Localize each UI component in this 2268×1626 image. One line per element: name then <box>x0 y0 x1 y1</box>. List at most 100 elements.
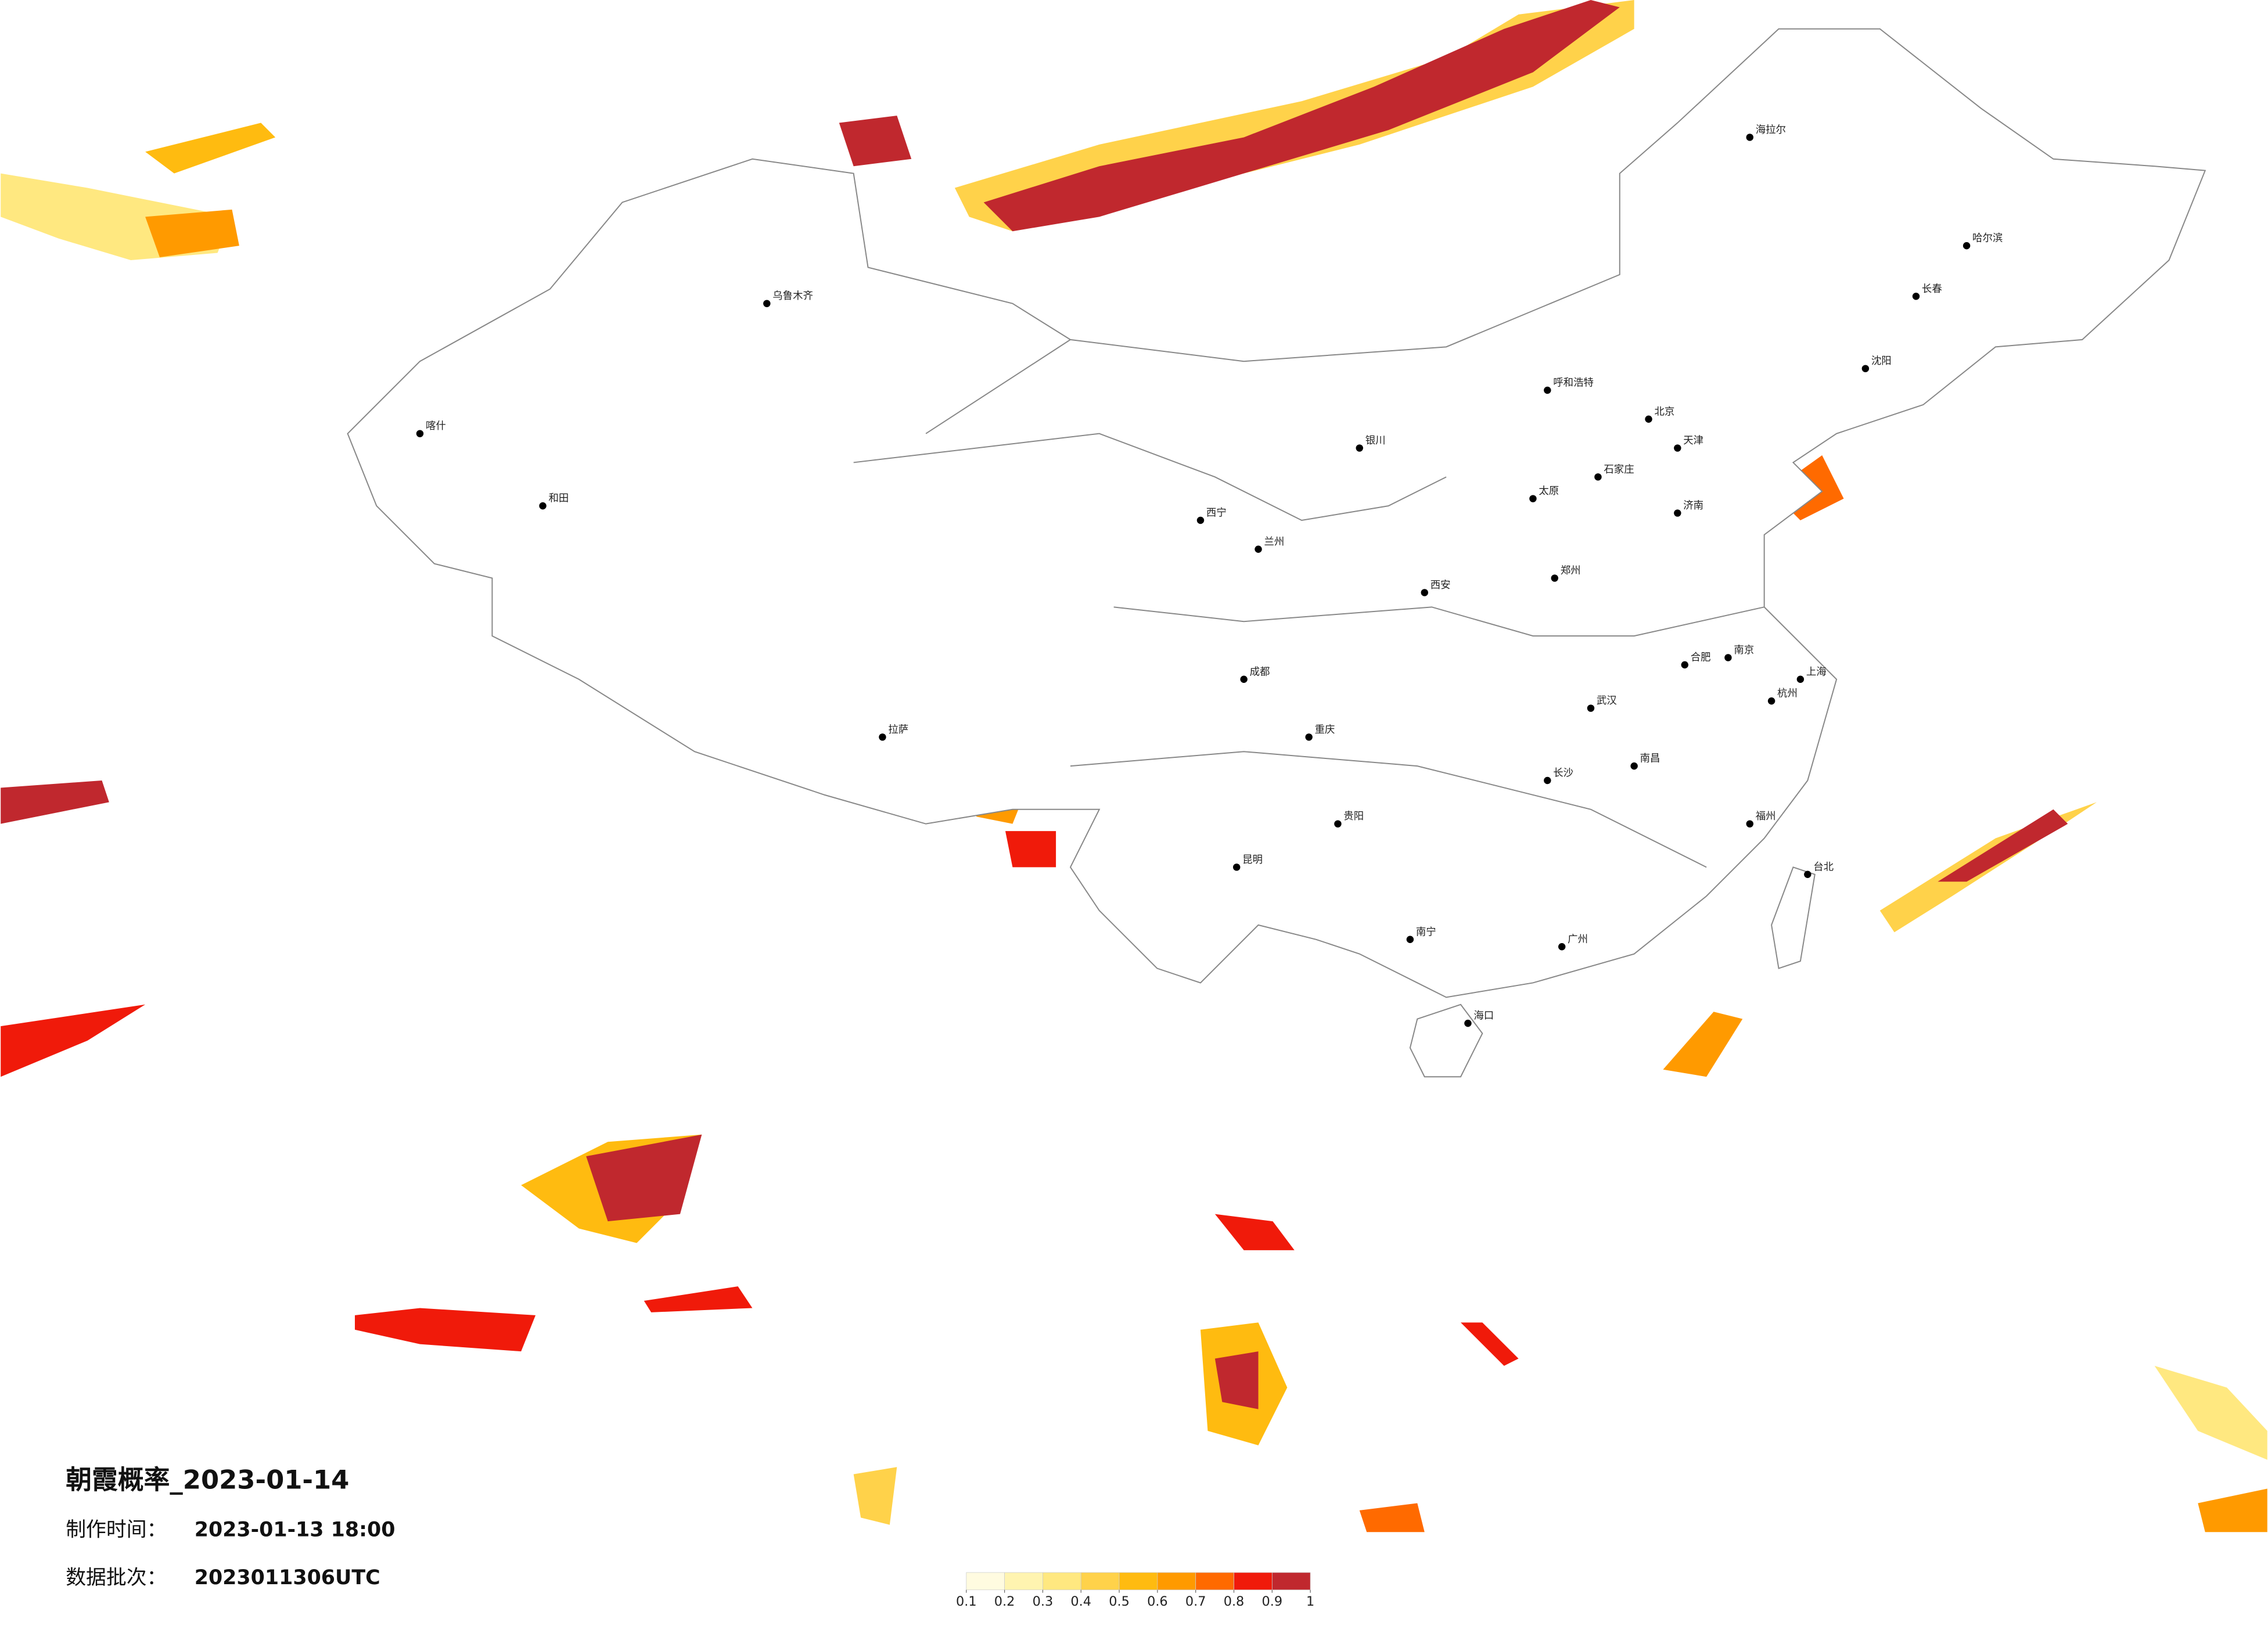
city-dot <box>1724 654 1732 661</box>
city-label: 海口 <box>1473 1010 1494 1022</box>
border <box>347 28 2206 998</box>
colorbar-tick-label: 0.2 <box>994 1594 1015 1609</box>
city-label: 拉萨 <box>888 724 908 736</box>
city-dot <box>1594 473 1602 481</box>
colorbar-tick-label: 0.9 <box>1262 1594 1283 1609</box>
city-dot <box>1421 589 1428 596</box>
city-label: 海拉尔 <box>1756 124 1786 136</box>
city-dot <box>1464 1019 1472 1027</box>
colorbar-tick-label: 0.3 <box>1033 1594 1054 1609</box>
colorbar-swatch <box>1157 1572 1196 1591</box>
colorbar-swatch <box>1195 1572 1234 1591</box>
city-dot <box>1963 242 1971 250</box>
city-label: 重庆 <box>1315 724 1335 736</box>
city-label: 郑州 <box>1561 565 1581 577</box>
city-dot <box>1746 134 1753 141</box>
field <box>145 209 239 258</box>
colorbar-tick-label: 0.6 <box>1147 1594 1168 1609</box>
city-label: 上海 <box>1806 666 1827 678</box>
city-label: 石家庄 <box>1604 464 1634 476</box>
city-label: 福州 <box>1756 811 1776 822</box>
city-label: 天津 <box>1683 435 1703 447</box>
city-dot <box>1356 444 1363 452</box>
made-label: 制作时间： <box>66 1519 167 1542</box>
hainan <box>1409 1003 1483 1078</box>
city-dot <box>1240 675 1248 683</box>
city-label: 台北 <box>1813 861 1834 873</box>
city-dot <box>1912 293 1920 300</box>
city-label: 喀什 <box>426 420 446 432</box>
city-dot <box>1645 415 1652 423</box>
city-dot <box>1674 509 1681 517</box>
china-outline <box>347 28 2206 1078</box>
city-label: 南京 <box>1734 645 1754 656</box>
field <box>145 123 276 174</box>
city-dot <box>1558 943 1566 951</box>
city-dot <box>1406 936 1414 943</box>
city-dot <box>879 733 886 741</box>
city-label: 银川 <box>1365 435 1386 447</box>
city-label: 兰州 <box>1264 536 1285 548</box>
field <box>1460 1322 1519 1366</box>
city-label: 太原 <box>1539 485 1559 497</box>
city-dot <box>1551 574 1558 582</box>
field <box>853 1467 897 1525</box>
city-label: 长春 <box>1922 283 1942 295</box>
city-label: 南宁 <box>1416 926 1436 938</box>
city-label: 杭州 <box>1777 688 1798 700</box>
city-dot <box>1746 820 1753 828</box>
field <box>354 1308 536 1352</box>
field <box>983 0 1620 232</box>
city-label: 西宁 <box>1206 508 1227 519</box>
city-label: 广州 <box>1568 934 1588 945</box>
field <box>644 1286 753 1312</box>
city-dot <box>1767 697 1775 705</box>
field <box>1 780 109 824</box>
batch-label: 数据批次： <box>66 1566 167 1589</box>
made-time: 2023-01-13 18:00 <box>195 1519 396 1542</box>
city-label: 长沙 <box>1553 768 1573 779</box>
city-label: 贵阳 <box>1343 811 1364 822</box>
colorbar: 0.1 0.2 0.3 0.4 0.5 0.6 0.7 0.8 0.9 1 <box>956 1572 1314 1609</box>
field <box>586 1134 702 1222</box>
city-label: 北京 <box>1655 406 1675 418</box>
city-dot <box>1544 776 1551 785</box>
city-label: 乌鲁木齐 <box>772 290 813 302</box>
city-label: 西安 <box>1430 580 1451 591</box>
colorbar-tick-label: 1 <box>1306 1594 1314 1609</box>
city-label: 沈阳 <box>1871 355 1892 367</box>
field <box>1 1004 146 1077</box>
colorbar-swatch <box>966 1572 1005 1591</box>
field <box>1938 809 2068 882</box>
colorbar-swatch <box>1043 1572 1081 1591</box>
city-dot <box>1674 444 1681 452</box>
field <box>2198 1488 2267 1533</box>
field <box>1214 1214 1295 1250</box>
map-title: 朝霞概率_2023-01-14 <box>66 1465 349 1495</box>
city-dot <box>1804 870 1811 878</box>
city-dot <box>1196 516 1205 524</box>
colorbar-tick-label: 0.4 <box>1070 1594 1091 1609</box>
colorbar-swatch <box>1271 1572 1311 1591</box>
city-dot <box>1681 661 1688 669</box>
city-dot <box>416 430 424 437</box>
colorbar-tick-label: 0.8 <box>1224 1594 1245 1609</box>
city-label: 呼和浩特 <box>1553 377 1594 389</box>
field <box>1214 1351 1259 1409</box>
city-dot <box>1587 704 1595 712</box>
field <box>839 116 912 167</box>
taiwan <box>1771 866 1816 969</box>
field <box>1663 1012 1743 1077</box>
field <box>1359 1503 1425 1533</box>
city-dot <box>539 502 547 510</box>
city-label: 合肥 <box>1691 652 1711 663</box>
city-label: 昆明 <box>1242 854 1263 866</box>
city-label: 成都 <box>1250 666 1270 678</box>
batch: 2023011306UTC <box>195 1566 380 1589</box>
colorbar-swatch <box>1234 1572 1273 1591</box>
city-dot <box>1796 675 1805 683</box>
field <box>2154 1366 2267 1460</box>
